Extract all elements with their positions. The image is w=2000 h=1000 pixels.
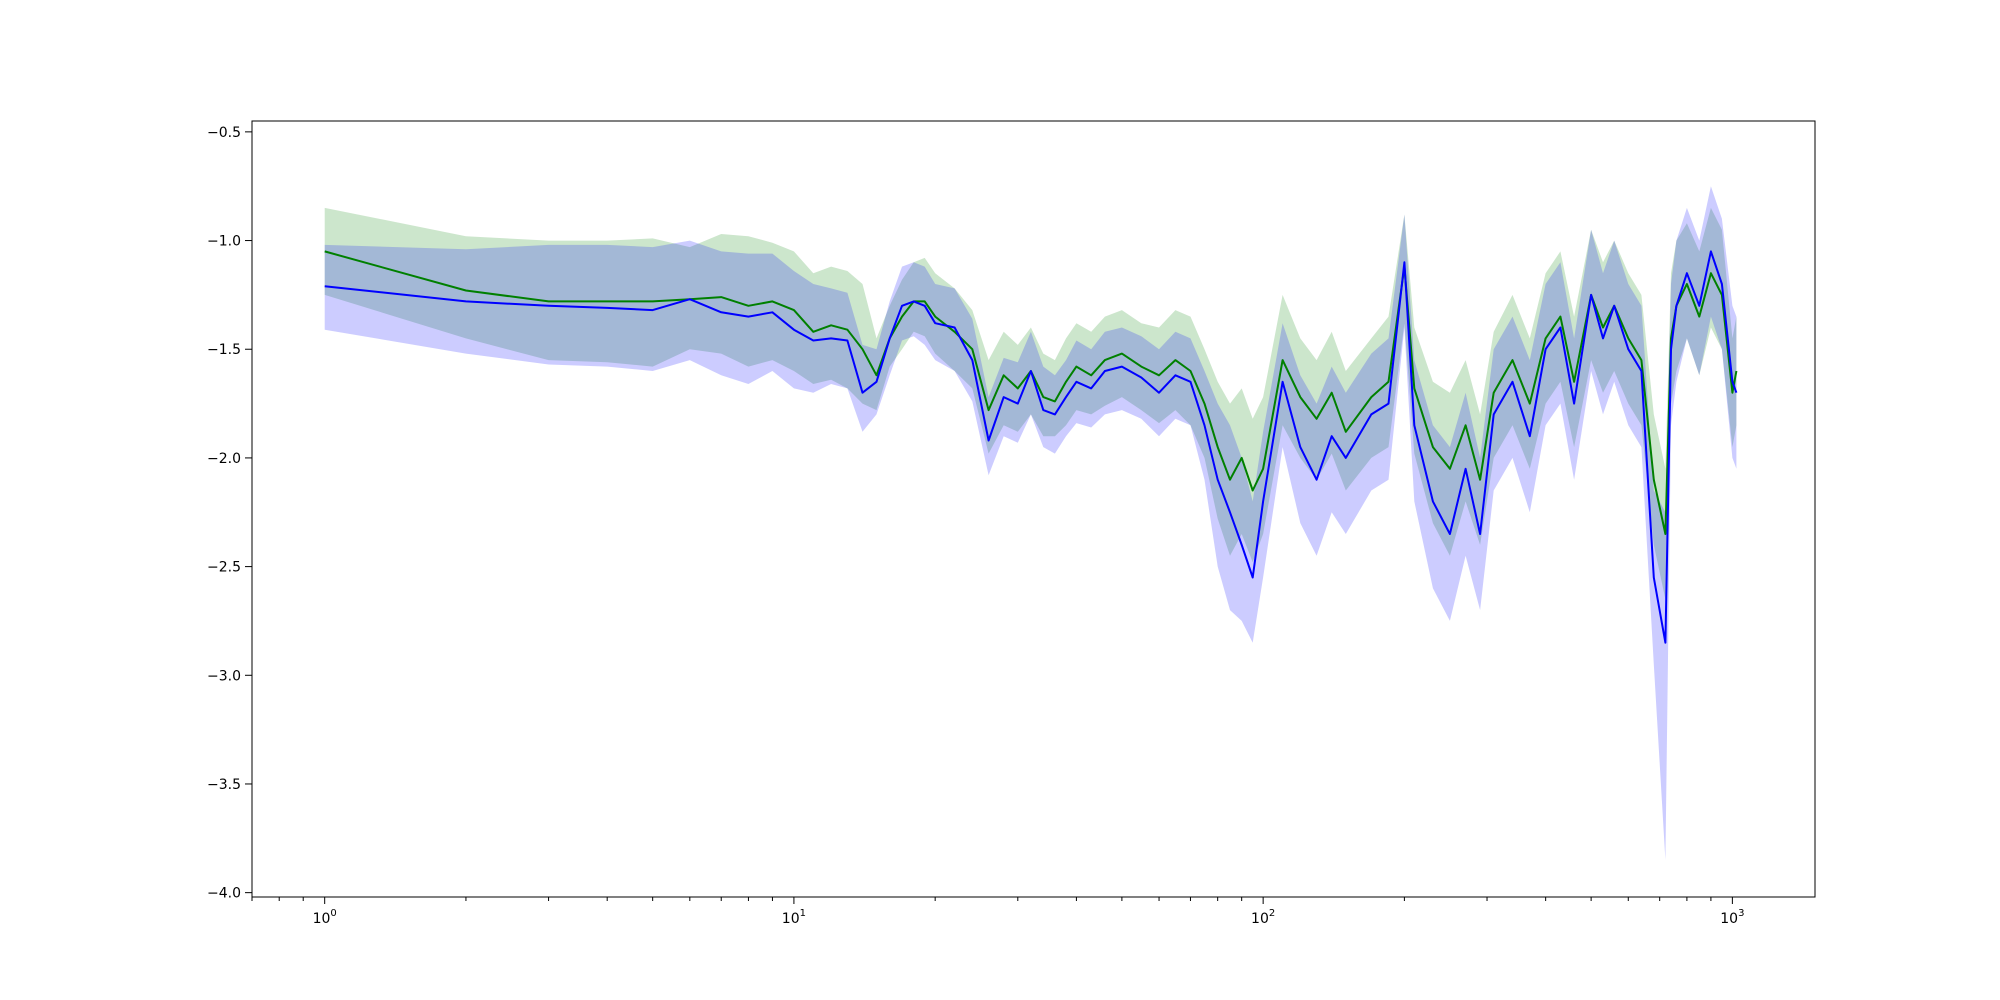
y-tick-label: −2.0 (207, 451, 241, 467)
y-tick-label: −3.5 (207, 777, 241, 793)
y-tick-label: −1.0 (207, 234, 241, 250)
series-2-band (324, 186, 1737, 860)
plot-area-frame (251, 120, 1816, 898)
y-tick-label: −0.5 (207, 125, 241, 141)
x-tick-label: 103 (1720, 908, 1744, 927)
y-tick-label: −2.5 (207, 560, 241, 576)
series-1-band (324, 207, 1737, 600)
series-2-line (324, 250, 1738, 644)
x-tick-label: 100 (313, 908, 337, 927)
series-lines (324, 250, 1738, 644)
y-axis: −0.5 −1.0 −1.5 −2.0 −2.5 −3.0 −3.5 −4.0 (207, 125, 252, 902)
confidence-bands (324, 186, 1737, 860)
x-axis: 100 101 102 103 (251, 897, 1744, 927)
y-tick-label: −3.0 (207, 668, 241, 684)
y-tick-label: −1.5 (207, 342, 241, 358)
x-tick-label: 101 (782, 908, 806, 927)
series-1-line (324, 250, 1738, 535)
x-tick-label: 102 (1251, 908, 1275, 927)
y-tick-label: −4.0 (207, 886, 241, 902)
